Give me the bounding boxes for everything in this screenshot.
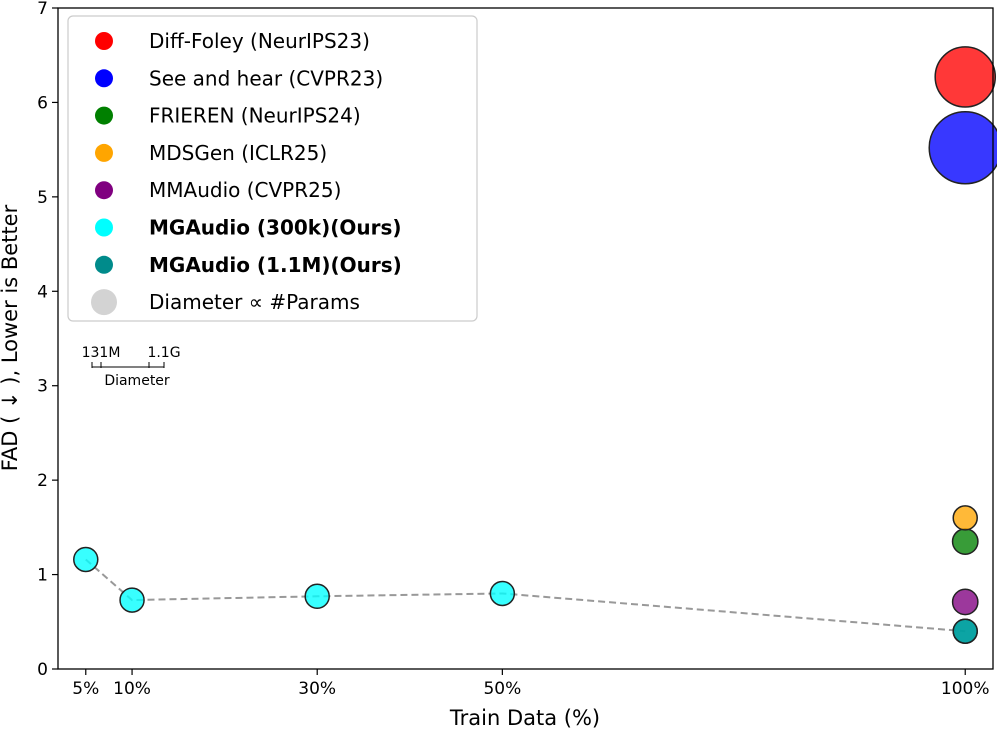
legend-marker [95, 106, 113, 125]
legend-marker [95, 69, 113, 88]
legend-label: MGAudio (300k)(Ours) [149, 216, 402, 240]
x-axis-ticks: 5% 10% 30% 50% 100% [72, 669, 990, 699]
data-point [119, 587, 145, 613]
data-marks [73, 46, 997, 644]
data-point [951, 588, 979, 616]
legend-label: See and hear (CVPR23) [149, 66, 383, 90]
data-point [304, 583, 330, 610]
y-tick-label: 7 [37, 0, 48, 19]
legend-marker [95, 255, 113, 274]
data-point [73, 546, 99, 573]
x-tick-label: 50% [483, 679, 521, 699]
y-tick-label: 4 [37, 282, 48, 302]
plot-frame [57, 7, 994, 670]
y-axis-title: FAD ( ↓ ), Lower is Better [0, 204, 22, 471]
x-tick-label: 10% [113, 679, 151, 699]
x-tick-label: 5% [72, 679, 99, 699]
legend-marker [95, 181, 113, 200]
legend-marker [95, 32, 113, 50]
y-tick-label: 3 [37, 377, 48, 397]
legend: Diff-Foley (NeurIPS23) See and hear (CVPR… [67, 15, 478, 322]
legend-marker [95, 143, 113, 162]
size-scale-min-label: 131M [82, 345, 121, 361]
x-tick-label: 30% [298, 679, 336, 699]
y-tick-label: 1 [37, 566, 48, 586]
legend-label: MDSGen (ICLR25) [149, 141, 327, 165]
data-point [928, 111, 997, 185]
legend-label: Diff-Foley (NeurIPS23) [149, 29, 370, 53]
legend-items: Diff-Foley (NeurIPS23) See and hear (CVPR… [91, 29, 402, 316]
legend-marker [95, 218, 113, 237]
size-scale-caption: Diameter [104, 373, 170, 389]
legend-label: FRIEREN (NeurIPS24) [149, 104, 361, 128]
legend-label: MMAudio (CVPR25) [149, 178, 341, 202]
data-point [951, 528, 979, 555]
series-trend-line [85, 558, 966, 633]
y-tick-label: 5 [37, 188, 48, 208]
y-tick-label: 0 [37, 660, 48, 680]
size-scale-indicator: 131M 1.1G Diameter [82, 345, 181, 389]
legend-marker [91, 289, 117, 316]
x-axis-title: Train Data (%) [449, 706, 600, 730]
legend-label: MGAudio (1.1M)(Ours) [149, 253, 402, 277]
x-tick-label: 100% [941, 679, 990, 699]
data-point [934, 46, 997, 108]
size-scale-max-label: 1.1G [147, 345, 180, 361]
legend-label: Diameter ∝ #Params [149, 290, 360, 314]
legend-frame [67, 15, 478, 322]
y-axis-ticks: 0 1 2 3 4 5 6 7 [37, 0, 58, 680]
data-point [489, 580, 516, 607]
y-tick-label: 2 [37, 471, 48, 491]
data-point [952, 505, 978, 531]
data-point [952, 618, 978, 644]
y-tick-label: 6 [37, 93, 48, 113]
